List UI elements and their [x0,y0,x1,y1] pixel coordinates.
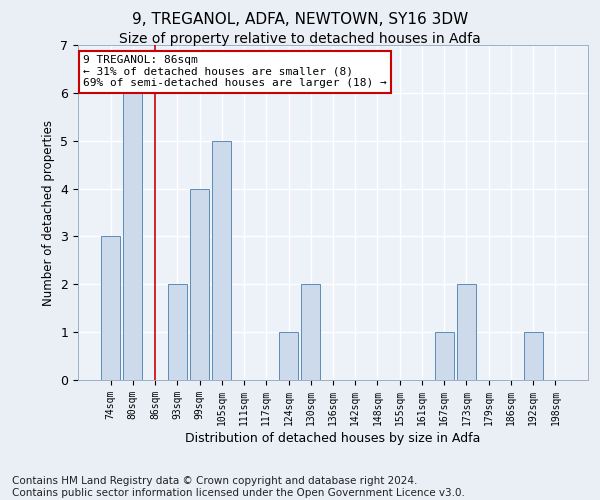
Text: 9 TREGANOL: 86sqm
← 31% of detached houses are smaller (8)
69% of semi-detached : 9 TREGANOL: 86sqm ← 31% of detached hous… [83,55,387,88]
Text: 9, TREGANOL, ADFA, NEWTOWN, SY16 3DW: 9, TREGANOL, ADFA, NEWTOWN, SY16 3DW [132,12,468,28]
Bar [435,332,454,380]
Bar [279,332,298,380]
X-axis label: Distribution of detached houses by size in Adfa: Distribution of detached houses by size … [185,432,481,445]
Bar [457,284,476,380]
Bar [168,284,187,380]
Text: Contains HM Land Registry data © Crown copyright and database right 2024.
Contai: Contains HM Land Registry data © Crown c… [12,476,465,498]
Bar [101,236,120,380]
Bar [212,140,231,380]
Bar [524,332,542,380]
Bar [190,188,209,380]
Text: Size of property relative to detached houses in Adfa: Size of property relative to detached ho… [119,32,481,46]
Bar [124,93,142,380]
Bar [301,284,320,380]
Y-axis label: Number of detached properties: Number of detached properties [42,120,55,306]
